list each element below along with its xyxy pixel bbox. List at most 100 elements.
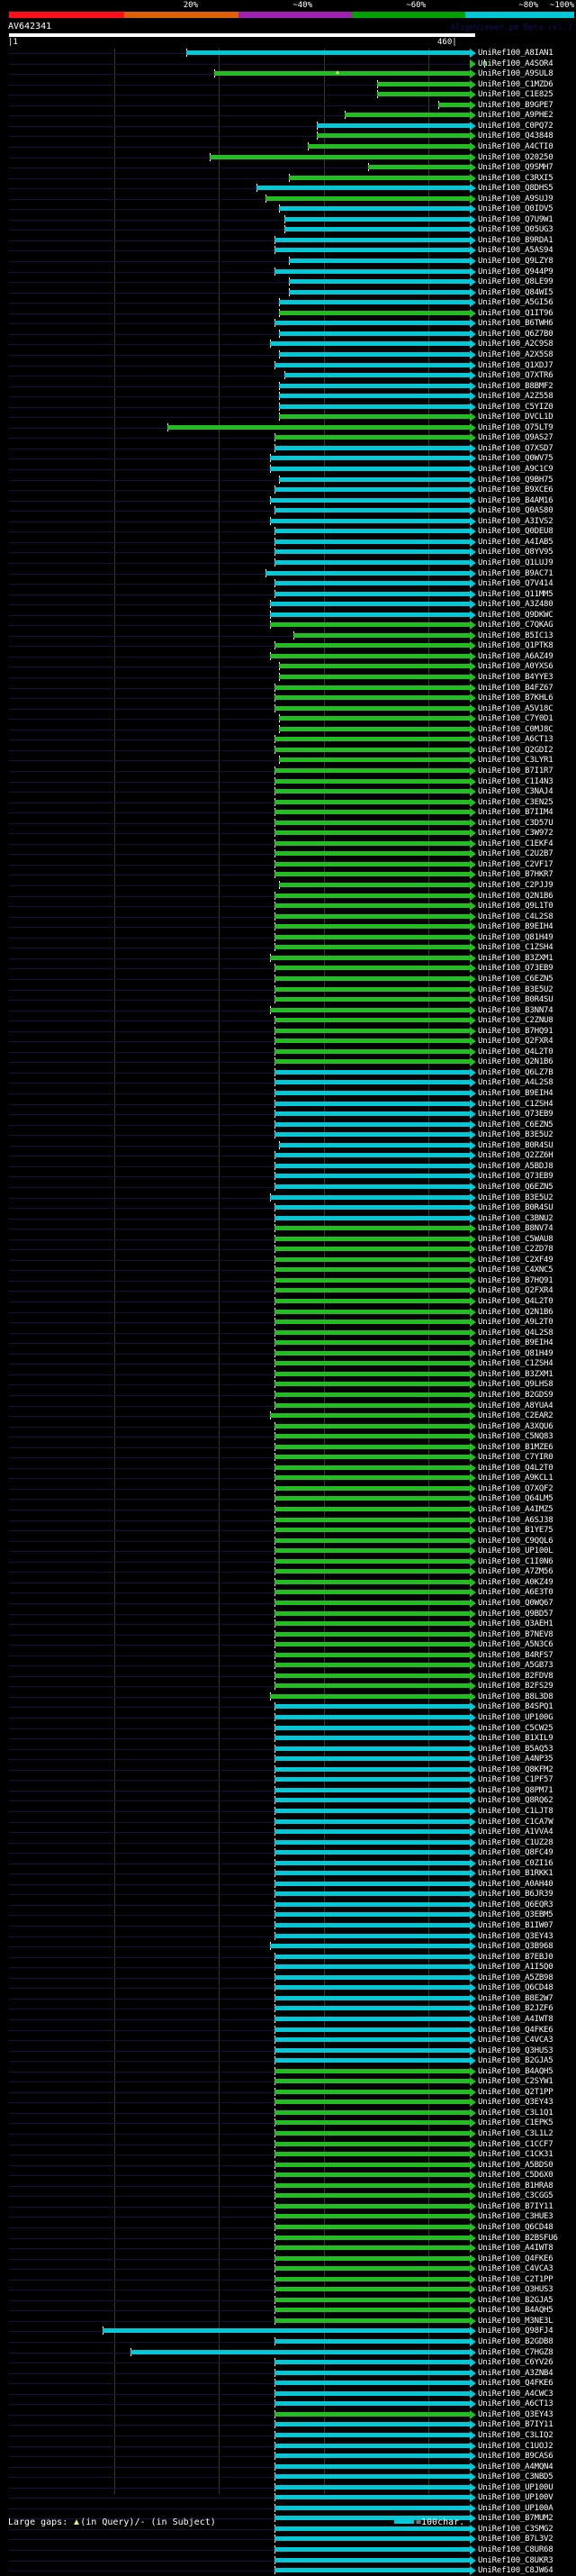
- hit-row[interactable]: UniRef100_A2C9S8: [0, 340, 576, 349]
- hsp-bar[interactable]: [274, 1558, 470, 1564]
- hsp-bar[interactable]: [274, 1995, 470, 2000]
- hit-row[interactable]: UniRef100_B4SPQ1: [0, 1702, 576, 1712]
- hsp-bar[interactable]: [274, 2141, 470, 2146]
- hsp-bar[interactable]: [274, 591, 470, 596]
- hit-label[interactable]: UniRef100_B7KHL6: [478, 694, 554, 703]
- hit-label[interactable]: UniRef100_Q75LT9: [478, 422, 554, 432]
- hit-label[interactable]: UniRef100_C8JW64: [478, 2566, 554, 2576]
- hsp-bar[interactable]: [274, 2214, 470, 2219]
- hit-label[interactable]: UniRef100_B5AQ53: [478, 1744, 554, 1754]
- hit-row[interactable]: UniRef100_Q7XQF2: [0, 1483, 576, 1494]
- hsp-bar[interactable]: [274, 2401, 470, 2407]
- hsp-bar[interactable]: [274, 2547, 470, 2552]
- hit-label[interactable]: UniRef100_Q05UG3: [478, 225, 554, 235]
- hit-label[interactable]: UniRef100_Q3AEH1: [478, 1619, 554, 1629]
- hsp-bar[interactable]: [274, 2339, 470, 2344]
- hit-label[interactable]: UniRef100_A5ZB98: [478, 1973, 554, 1982]
- hit-row[interactable]: UniRef100_A4L2S8: [0, 1078, 576, 1088]
- hsp-bar[interactable]: [274, 1787, 470, 1792]
- hsp-bar[interactable]: [274, 1891, 470, 1897]
- hsp-bar[interactable]: [274, 1111, 470, 1117]
- hsp-bar[interactable]: [274, 1018, 470, 1023]
- hit-label[interactable]: UniRef100_C3HUE3: [478, 2212, 554, 2222]
- hit-row[interactable]: UniRef100_B4AM16: [0, 495, 576, 506]
- hsp-bar[interactable]: [103, 2328, 470, 2334]
- hit-row[interactable]: UniRef100_Q6CD48: [0, 1983, 576, 1993]
- hsp-bar[interactable]: [270, 602, 470, 607]
- hsp-bar[interactable]: [274, 1569, 470, 1574]
- hit-label[interactable]: UniRef100_C1EPK5: [478, 2118, 554, 2128]
- hit-label[interactable]: UniRef100_A4IMZ5: [478, 1505, 554, 1514]
- hit-row[interactable]: UniRef100_C5D6X0: [0, 2171, 576, 2181]
- hit-row[interactable]: UniRef100_B7I1R7: [0, 766, 576, 776]
- hit-row[interactable]: UniRef100_B3ZXM1: [0, 953, 576, 964]
- hit-row[interactable]: UniRef100_B7HQ91: [0, 1275, 576, 1286]
- hit-row[interactable]: UniRef100_B4RFS7: [0, 1650, 576, 1661]
- hit-label[interactable]: UniRef100_B7HQ91: [478, 1275, 554, 1285]
- hit-row[interactable]: UniRef100_A5V18C: [0, 703, 576, 714]
- hit-label[interactable]: UniRef100_C3W972: [478, 829, 554, 839]
- hsp-bar[interactable]: [214, 71, 470, 77]
- hit-row[interactable]: UniRef100_Q7XSD7: [0, 443, 576, 454]
- hsp-bar[interactable]: [274, 1174, 470, 1179]
- hit-label[interactable]: UniRef100_C2T1PP: [478, 2274, 554, 2284]
- hit-row[interactable]: UniRef100_Q4FKE6: [0, 2379, 576, 2389]
- hsp-bar[interactable]: [274, 1256, 470, 1262]
- hit-row[interactable]: UniRef100_DVCL1D: [0, 413, 576, 422]
- hit-label[interactable]: UniRef100_Q6CD48: [478, 2222, 554, 2232]
- hsp-bar[interactable]: [274, 966, 470, 971]
- hsp-bar[interactable]: [274, 1340, 470, 1346]
- hsp-bar[interactable]: [274, 1933, 470, 1938]
- hsp-bar[interactable]: [274, 2235, 470, 2240]
- hit-row[interactable]: UniRef100_C1CA7W: [0, 1817, 576, 1828]
- hit-row[interactable]: UniRef100_Q6CD48: [0, 2222, 576, 2233]
- hit-row[interactable]: UniRef100_Q3AEH1: [0, 1619, 576, 1629]
- hit-label[interactable]: UniRef100_Q6Z7B0: [478, 329, 554, 339]
- hsp-bar[interactable]: [274, 2120, 470, 2126]
- hit-label[interactable]: UniRef100_Q3B968: [478, 1942, 554, 1952]
- hsp-bar[interactable]: [274, 1590, 470, 1595]
- hit-label[interactable]: UniRef100_C2U2B7: [478, 849, 554, 859]
- hit-label[interactable]: UniRef100_A4IWT8: [478, 2014, 554, 2024]
- hit-row[interactable]: UniRef100_B9EIH4: [0, 922, 576, 932]
- hsp-bar[interactable]: [274, 737, 470, 742]
- hsp-bar[interactable]: [274, 2079, 470, 2084]
- hit-label[interactable]: UniRef100_B7IY11: [478, 2420, 554, 2430]
- hsp-bar[interactable]: [368, 165, 470, 170]
- hit-row[interactable]: UniRef100_Q1LUJ9: [0, 558, 576, 568]
- hit-label[interactable]: UniRef100_UP100A: [478, 2503, 554, 2513]
- hsp-bar[interactable]: [274, 975, 470, 981]
- hit-row[interactable]: UniRef100_C4VCA3: [0, 2036, 576, 2045]
- hit-row[interactable]: UniRef100_Q8KFM2: [0, 1764, 576, 1775]
- hit-row[interactable]: UniRef100_B2FS29: [0, 1682, 576, 1692]
- hit-label[interactable]: UniRef100_C3LIQ2: [478, 2430, 554, 2440]
- hit-label[interactable]: UniRef100_A2Z558: [478, 392, 554, 402]
- hit-row[interactable]: UniRef100_Q0DEU8: [0, 527, 576, 537]
- hit-label[interactable]: UniRef100_B7HKR7: [478, 870, 554, 880]
- hit-row[interactable]: UniRef100_A1I5Q0: [0, 1963, 576, 1973]
- hit-label[interactable]: UniRef100_C3EN25: [478, 797, 554, 807]
- hit-row[interactable]: UniRef100_B0R4SU: [0, 1203, 576, 1213]
- hit-label[interactable]: UniRef100_Q2ZZ6H: [478, 1151, 554, 1161]
- hit-label[interactable]: UniRef100_Q2N1B6: [478, 1307, 554, 1317]
- hit-row[interactable]: UniRef100_Q8PM71: [0, 1785, 576, 1796]
- hit-label[interactable]: UniRef100_C4VCA3: [478, 2036, 554, 2045]
- hsp-bar[interactable]: [274, 1579, 470, 1584]
- hit-label[interactable]: UniRef100_Q3HUS3: [478, 2045, 554, 2055]
- hsp-bar[interactable]: [484, 60, 486, 66]
- hit-row[interactable]: UniRef100_Q2N1B6: [0, 1307, 576, 1318]
- hit-label[interactable]: UniRef100_A0AH40: [478, 1879, 554, 1889]
- hit-label[interactable]: UniRef100_A5GB73: [478, 1661, 554, 1671]
- hsp-bar[interactable]: [274, 789, 470, 794]
- hsp-bar[interactable]: [274, 2463, 470, 2469]
- hit-row[interactable]: UniRef100_Q944P9: [0, 267, 576, 277]
- hit-label[interactable]: UniRef100_A0YXS6: [478, 662, 554, 672]
- hit-row[interactable]: UniRef100_Q9BH75: [0, 475, 576, 485]
- hit-row[interactable]: UniRef100_Q64LM5: [0, 1494, 576, 1504]
- hit-row[interactable]: UniRef100_Q4FKE6: [0, 2254, 576, 2264]
- hit-label[interactable]: UniRef100_C2XF49: [478, 1255, 554, 1265]
- hsp-bar[interactable]: [130, 2349, 470, 2354]
- hit-label[interactable]: UniRef100_Q73EB9: [478, 1172, 554, 1182]
- hit-row[interactable]: UniRef100_A9SUJ9: [0, 194, 576, 204]
- hit-row[interactable]: UniRef100_Q4L2T0: [0, 1463, 576, 1474]
